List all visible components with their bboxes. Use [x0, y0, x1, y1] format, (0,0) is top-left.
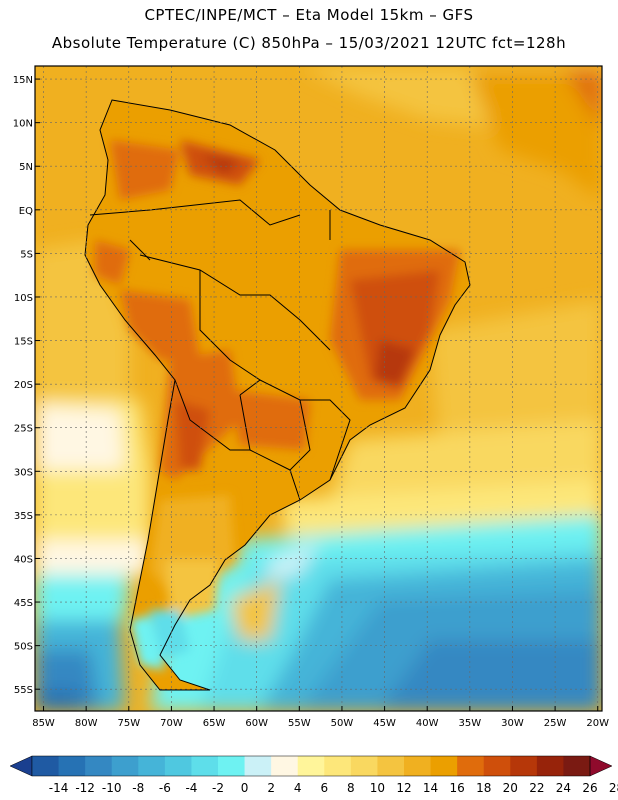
lat-label: 20S	[14, 380, 33, 391]
longitude-labels: 85W 80W 75W 70W 65W 60W 55W 50W 45W 40W 35W 30W 25W 2…	[32, 706, 609, 729]
colorbar-swatch	[510, 756, 538, 776]
colorbar-label: 10	[370, 781, 385, 795]
colorbar-swatch	[138, 756, 166, 776]
colorbar-label: -4	[185, 781, 197, 795]
colorbar-swatch	[191, 756, 219, 776]
colorbar-swatch	[271, 756, 299, 776]
latitude-labels: 15N 10N 5N EQ 5S 10S 15S 20S 25S 30S 35S 40S 45S 50S 5…	[13, 75, 40, 696]
colorbar-label: -14	[49, 781, 69, 795]
colorbar-swatch	[58, 756, 86, 776]
lon-label: 70W	[160, 718, 183, 729]
colorbar-swatch	[457, 756, 485, 776]
lat-label: 15N	[13, 75, 33, 86]
lon-label: 60W	[245, 718, 268, 729]
colorbar-swatch	[218, 756, 246, 776]
lat-label: 5N	[19, 162, 33, 173]
lon-label: 50W	[331, 718, 354, 729]
colorbar-arrow-high	[589, 755, 613, 777]
country-boundaries	[84, 99, 471, 691]
lat-label: 50S	[14, 642, 33, 653]
map-title-line-1: CPTEC/INPE/MCT – Eta Model 15km – GFS	[144, 6, 474, 24]
lon-label: 40W	[416, 718, 439, 729]
colorbar-label: 4	[294, 781, 302, 795]
colorbar-swatch	[483, 756, 511, 776]
colorbar-swatch	[563, 756, 591, 776]
lon-label: 55W	[288, 718, 311, 729]
colorbar-swatch	[164, 756, 192, 776]
colorbar-label: 18	[476, 781, 491, 795]
colorbar-swatch	[32, 756, 60, 776]
lat-label: EQ	[19, 206, 33, 217]
lat-label: 55S	[14, 685, 33, 696]
colorbar-outline	[31, 755, 591, 777]
colorbar-label: 14	[423, 781, 438, 795]
lon-label: 35W	[459, 718, 482, 729]
lat-label: 25S	[14, 424, 33, 435]
colorbar-swatch	[85, 756, 113, 776]
colorbar-label: 2	[267, 781, 275, 795]
colorbar-swatch	[404, 756, 432, 776]
map-title-line-2: Absolute Temperature (C) 850hPa – 15/03/…	[51, 34, 567, 52]
lon-label: 75W	[117, 718, 140, 729]
colorbar-label: 20	[503, 781, 518, 795]
colorbar: -14 -12 -10 -8 -6 -4 -2 0 2 4 6 8 10 12 14 16 18 20 22 24 26…	[9, 755, 618, 795]
lat-label: 15S	[14, 337, 33, 348]
colorbar-label: 24	[556, 781, 571, 795]
colorbar-label: 8	[347, 781, 355, 795]
colorbar-swatch	[377, 756, 405, 776]
colorbar-label: 28	[609, 781, 618, 795]
lon-label: 25W	[544, 718, 567, 729]
colorbar-swatch	[324, 756, 352, 776]
colorbar-label: 0	[241, 781, 249, 795]
lat-label: 35S	[14, 511, 33, 522]
temperature-field	[35, 66, 602, 711]
lat-label: 45S	[14, 598, 33, 609]
lat-label: 40S	[14, 554, 33, 565]
lon-label: 20W	[586, 718, 609, 729]
lat-label: 10S	[14, 293, 33, 304]
colorbar-label: 22	[529, 781, 544, 795]
lon-label: 30W	[501, 718, 524, 729]
colorbar-label: 12	[396, 781, 411, 795]
colorbar-label: 6	[320, 781, 328, 795]
lon-label: 85W	[32, 718, 55, 729]
colorbar-swatch	[536, 756, 564, 776]
lon-label: 80W	[75, 718, 98, 729]
colorbar-swatch	[350, 756, 378, 776]
colorbar-swatch	[244, 756, 272, 776]
lon-label: 65W	[203, 718, 226, 729]
colorbar-label: 26	[582, 781, 597, 795]
lon-label: 45W	[373, 718, 396, 729]
colorbar-label: -12	[75, 781, 95, 795]
colorbar-label: 16	[450, 781, 465, 795]
colorbar-label: -8	[132, 781, 144, 795]
lat-label: 10N	[13, 119, 33, 130]
colorbar-swatch	[297, 756, 325, 776]
lat-label: 30S	[14, 467, 33, 478]
colorbar-label: -2	[212, 781, 224, 795]
colorbar-swatch	[430, 756, 458, 776]
map-frame	[34, 65, 603, 712]
colorbar-arrow-low	[9, 755, 33, 777]
colorbar-label: -10	[102, 781, 122, 795]
colorbar-swatch	[111, 756, 139, 776]
lat-label: 5S	[20, 249, 33, 260]
colorbar-label: -6	[159, 781, 171, 795]
